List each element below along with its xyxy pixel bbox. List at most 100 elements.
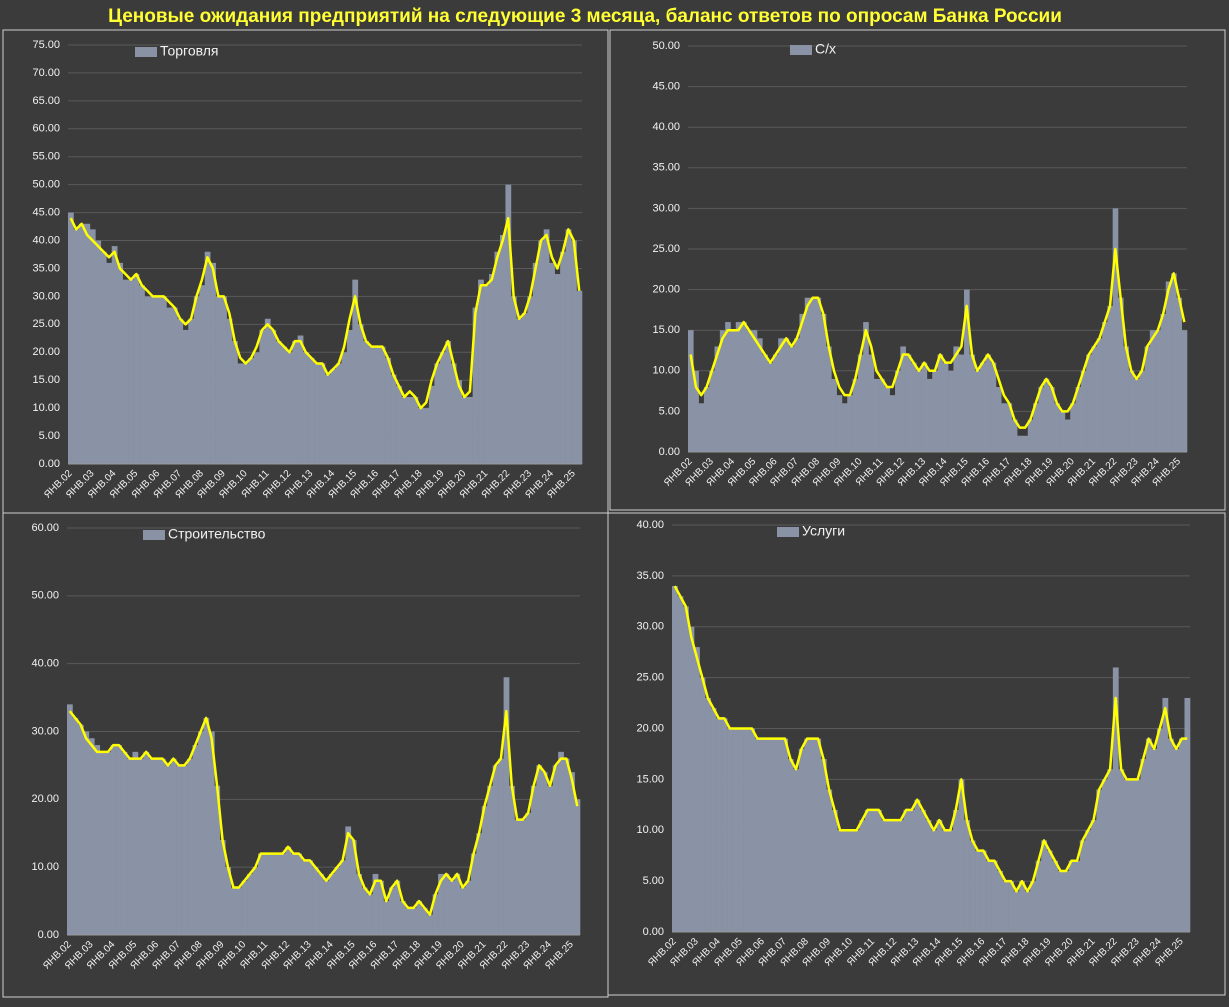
bar bbox=[434, 363, 441, 464]
bar bbox=[215, 296, 222, 464]
bar bbox=[454, 873, 461, 935]
bar bbox=[1171, 273, 1177, 452]
bar bbox=[1134, 779, 1141, 932]
bar bbox=[427, 914, 433, 935]
bar bbox=[879, 378, 885, 452]
y-tick-label: 70.00 bbox=[32, 67, 60, 79]
bar bbox=[892, 820, 899, 932]
bar bbox=[1075, 387, 1082, 452]
y-tick-label: 25.00 bbox=[652, 243, 680, 255]
bar bbox=[270, 329, 277, 464]
y-tick-label: 20.00 bbox=[652, 284, 680, 296]
bar bbox=[820, 313, 827, 452]
bar bbox=[721, 718, 728, 932]
bar bbox=[536, 765, 543, 935]
bar bbox=[155, 296, 162, 464]
bar bbox=[281, 346, 288, 464]
bar bbox=[390, 374, 397, 464]
bar bbox=[1112, 667, 1119, 932]
bar bbox=[889, 395, 896, 452]
bar bbox=[699, 677, 706, 932]
bar bbox=[1068, 860, 1075, 932]
bar bbox=[170, 758, 177, 935]
bar bbox=[948, 370, 954, 452]
bar bbox=[859, 820, 866, 932]
bar bbox=[738, 728, 744, 932]
bar bbox=[450, 363, 457, 464]
bar bbox=[498, 758, 504, 935]
bar bbox=[106, 262, 113, 464]
bar bbox=[799, 313, 806, 452]
bar bbox=[931, 830, 937, 932]
bar bbox=[367, 894, 373, 935]
bar bbox=[530, 785, 537, 935]
bar bbox=[762, 354, 768, 452]
bar bbox=[836, 395, 843, 452]
bar bbox=[144, 296, 151, 464]
bar bbox=[73, 229, 80, 464]
bar bbox=[514, 819, 521, 935]
legend-swatch bbox=[143, 530, 165, 540]
bar bbox=[1027, 419, 1034, 452]
bar bbox=[563, 758, 570, 935]
bar bbox=[1184, 697, 1191, 932]
bar bbox=[942, 830, 948, 932]
y-tick-label: 30.00 bbox=[636, 621, 664, 633]
bar bbox=[263, 853, 270, 935]
bar bbox=[863, 322, 869, 452]
bar bbox=[804, 738, 811, 932]
y-tick-label: 20.00 bbox=[31, 793, 59, 805]
bar bbox=[990, 362, 997, 452]
bar bbox=[410, 907, 417, 935]
bar bbox=[328, 873, 335, 935]
bar bbox=[242, 363, 249, 464]
bar bbox=[394, 880, 401, 935]
y-tick-label: 15.00 bbox=[32, 374, 60, 386]
y-tick-label: 65.00 bbox=[32, 95, 60, 107]
bar bbox=[192, 745, 199, 935]
bar bbox=[778, 338, 784, 452]
bar bbox=[997, 870, 1003, 932]
bar bbox=[314, 363, 320, 464]
bar bbox=[160, 296, 167, 464]
bar bbox=[352, 279, 359, 464]
bar bbox=[368, 346, 375, 464]
bar bbox=[964, 289, 970, 452]
bar bbox=[815, 738, 822, 932]
bar bbox=[1019, 881, 1025, 932]
bar bbox=[783, 338, 790, 452]
bar bbox=[330, 369, 337, 464]
bar bbox=[150, 296, 156, 464]
legend-swatch bbox=[135, 47, 157, 57]
bar bbox=[868, 354, 875, 452]
bar bbox=[481, 806, 488, 935]
bar bbox=[547, 785, 554, 935]
bar bbox=[1173, 748, 1180, 932]
bar bbox=[1178, 738, 1185, 932]
bar bbox=[1123, 346, 1129, 452]
bar bbox=[472, 307, 479, 464]
bar bbox=[848, 830, 855, 932]
bar bbox=[421, 907, 428, 935]
y-tick-label: 50.00 bbox=[32, 179, 60, 191]
bar bbox=[467, 396, 473, 464]
bar bbox=[908, 809, 915, 932]
bar bbox=[703, 387, 710, 452]
bar bbox=[969, 840, 976, 932]
bar bbox=[1011, 419, 1018, 452]
bar bbox=[335, 363, 342, 464]
bar bbox=[746, 330, 753, 452]
y-tick-label: 10.00 bbox=[31, 861, 59, 873]
bar bbox=[771, 738, 778, 932]
bar bbox=[308, 357, 315, 464]
bar bbox=[1017, 435, 1023, 452]
y-tick-label: 20.00 bbox=[32, 346, 60, 358]
bar bbox=[1046, 850, 1053, 932]
bar bbox=[237, 363, 244, 464]
bar bbox=[346, 329, 353, 464]
bar bbox=[900, 346, 906, 452]
bar bbox=[325, 374, 331, 464]
bar bbox=[279, 853, 286, 935]
legend-label: С/х bbox=[815, 41, 836, 57]
bar bbox=[810, 297, 816, 452]
